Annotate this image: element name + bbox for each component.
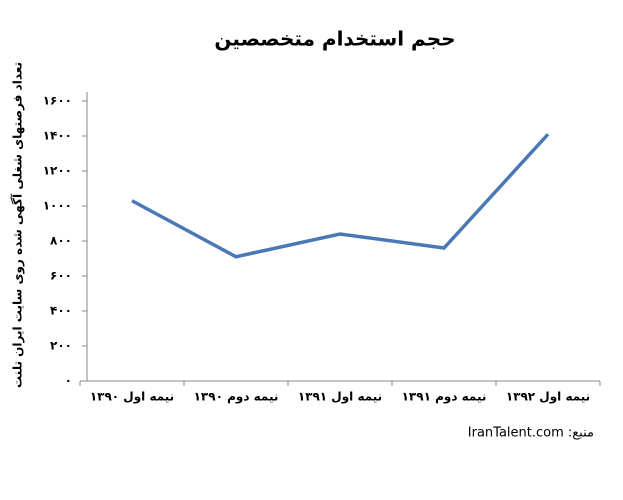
y-tick-label: ۰ (65, 374, 72, 388)
y-tick-label: ۶۰۰ (50, 269, 72, 283)
y-tick-label: ۱۲۰۰ (43, 164, 72, 178)
y-tick-label: ۱۶۰۰ (43, 94, 72, 108)
y-tick-label: ۸۰۰ (50, 234, 72, 248)
x-tick-label: نیمه اول ۱۳۹۱ (298, 390, 382, 405)
y-axis-label: تعداد فرصتهای شغلی آگهی شده روی سایت ایر… (10, 62, 26, 388)
chart-title: حجم استخدام متخصصین (214, 27, 455, 51)
source: منبع: IranTalent.com (468, 426, 594, 441)
y-tick-label: ۲۰۰ (50, 339, 72, 353)
line-series (131, 133, 550, 259)
y-tick-label: ۴۰۰ (50, 304, 72, 318)
x-tick-label: نیمه دوم ۱۳۹۱ (402, 390, 487, 405)
x-tick-label: نیمه دوم ۱۳۹۰ (194, 390, 279, 405)
y-tick-label: ۱۰۰۰ (43, 199, 72, 213)
x-tick-label: نیمه اول ۱۳۹۲ (506, 390, 590, 405)
y-tick-label: ۱۴۰۰ (43, 129, 72, 143)
x-tick-label: نیمه اول ۱۳۹۰ (90, 390, 174, 405)
